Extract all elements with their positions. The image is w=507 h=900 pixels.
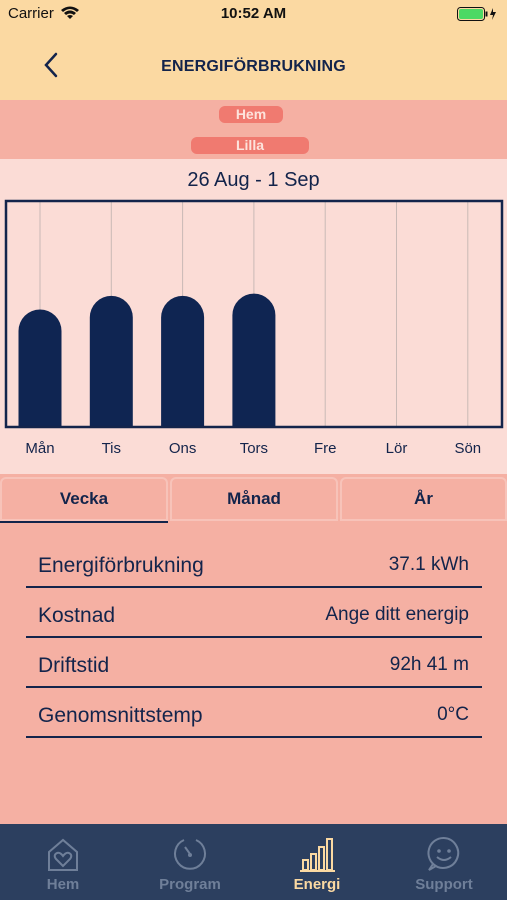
tab-bar-label: Energi: [293, 876, 341, 893]
tab-bar-label: Hem: [46, 876, 80, 893]
stat-row-cost[interactable]: Kostnad Ange ditt energip: [26, 588, 482, 638]
home-heart-icon: [48, 838, 78, 871]
period-tabs: Vecka Månad År: [0, 474, 507, 526]
chart-bar[interactable]: [232, 293, 276, 427]
tab-bar-label: Program: [159, 876, 221, 893]
energy-chart: Mån Tis Ons Tors Fre Lör Sön: [4, 199, 504, 457]
nav-bar: ENERGIFÖRBRUKNING: [0, 28, 507, 100]
x-tick-label: Sön: [454, 440, 481, 457]
x-tick-label: Ons: [169, 440, 197, 457]
stat-value[interactable]: Ange ditt energip: [325, 604, 469, 625]
tab-bar: Hem Program Energi Support: [0, 824, 507, 900]
carrier-label: Carrier: [8, 5, 54, 22]
x-tick-label: Tis: [102, 440, 121, 457]
page-title: ENERGIFÖRBRUKNING: [161, 58, 346, 75]
home-selector[interactable]: Hem: [219, 106, 283, 123]
x-tick-label: Mån: [25, 440, 54, 457]
chart-bar[interactable]: [89, 295, 133, 427]
tab-bar-item-energi[interactable]: Energi: [254, 824, 380, 900]
date-range-label[interactable]: 26 Aug - 1 Sep: [187, 169, 320, 191]
selector-band: Hem Lilla: [0, 100, 507, 159]
stat-label: Driftstid: [38, 654, 110, 677]
tab-bar-item-support[interactable]: Support: [381, 824, 507, 900]
program-dial-icon: [174, 839, 206, 870]
stat-label: Energiförbrukning: [38, 554, 204, 577]
back-chevron-icon[interactable]: [36, 48, 66, 82]
wifi-icon: [61, 6, 79, 19]
battery-charging-icon: [457, 7, 496, 21]
tab-bar-item-program[interactable]: Program: [127, 824, 253, 900]
stat-value: 37.1 kWh: [388, 554, 469, 575]
stat-label: Kostnad: [38, 604, 116, 627]
tab-week[interactable]: Vecka: [0, 477, 168, 523]
energy-bars-icon: [300, 838, 335, 872]
stat-value: 0°C: [437, 704, 469, 725]
chart-bar[interactable]: [161, 295, 205, 427]
device-selector[interactable]: Lilla: [191, 137, 309, 154]
status-time: 10:52 AM: [220, 5, 287, 22]
stat-row-energy: Energiförbrukning 37.1 kWh: [26, 538, 482, 588]
stat-row-avg-temp: Genomsnittstemp 0°C: [26, 688, 482, 738]
chart-bar[interactable]: [18, 309, 62, 427]
tab-bar-label: Support: [415, 876, 473, 893]
status-bar: Carrier 10:52 AM: [0, 0, 507, 28]
x-tick-label: Fre: [314, 440, 337, 457]
chart-frame: [4, 199, 504, 429]
stats-list: Energiförbrukning 37.1 kWh Kostnad Ange …: [0, 526, 507, 824]
x-tick-label: Lör: [386, 440, 408, 457]
chart-area: 26 Aug - 1 Sep Mån Tis Ons Tors Fre Lör Sön: [0, 159, 507, 474]
x-tick-label: Tors: [240, 440, 268, 457]
support-smiley-icon: [427, 836, 460, 871]
stat-label: Genomsnittstemp: [38, 704, 203, 727]
stat-value: 92h 41 m: [389, 654, 469, 675]
tab-bar-item-hem[interactable]: Hem: [0, 824, 126, 900]
stat-row-runtime: Driftstid 92h 41 m: [26, 638, 482, 688]
tab-year[interactable]: År: [340, 477, 507, 521]
tab-month[interactable]: Månad: [170, 477, 338, 521]
